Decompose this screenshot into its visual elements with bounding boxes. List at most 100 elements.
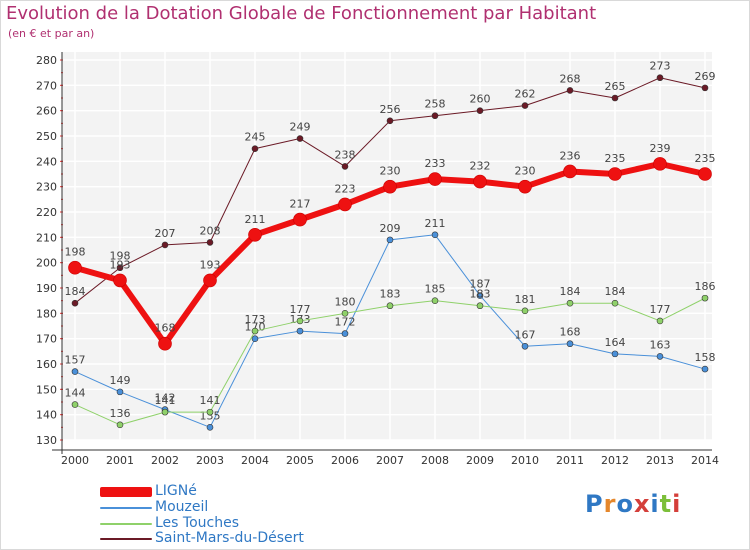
data-label: 207 <box>155 227 176 240</box>
data-label: 170 <box>245 321 266 334</box>
data-point <box>206 408 214 416</box>
data-point <box>386 236 394 244</box>
logo-letter: P <box>585 490 604 518</box>
y-tick-label: 220 <box>36 206 57 219</box>
data-point <box>116 388 124 396</box>
y-tick-label: 170 <box>36 333 57 346</box>
data-label: 268 <box>560 72 581 85</box>
logo-letter: x <box>633 490 651 518</box>
logo-letter: i <box>672 490 682 518</box>
data-label: 262 <box>515 88 536 101</box>
data-point <box>521 102 529 109</box>
data-point <box>68 260 82 275</box>
data-label: 142 <box>155 392 176 405</box>
data-label: 184 <box>65 285 86 298</box>
data-label: 173 <box>245 313 266 326</box>
data-label: 239 <box>650 142 671 155</box>
data-point <box>341 163 349 170</box>
data-label: 187 <box>470 278 491 291</box>
data-label: 168 <box>155 322 176 335</box>
logo-letter: i <box>650 490 660 518</box>
data-point <box>386 117 394 125</box>
data-point <box>206 424 214 431</box>
data-label: 177 <box>290 303 311 316</box>
data-point <box>161 408 169 416</box>
logo-letter: r <box>603 490 617 518</box>
data-point <box>206 239 214 246</box>
x-tick-label: 2002 <box>151 454 179 467</box>
y-tick-label: 190 <box>36 282 57 295</box>
x-tick-label: 2013 <box>646 454 674 467</box>
data-point <box>611 299 619 307</box>
data-point <box>251 335 259 342</box>
data-label: 193 <box>110 258 131 271</box>
x-tick-label: 2008 <box>421 454 449 467</box>
data-point <box>701 84 709 92</box>
legend-swatch-ligne <box>100 487 152 497</box>
y-tick-label: 150 <box>36 383 57 396</box>
data-point <box>161 241 169 249</box>
data-label: 211 <box>245 213 266 226</box>
data-label: 269 <box>695 70 716 83</box>
data-point <box>698 167 712 181</box>
data-label: 184 <box>560 285 581 298</box>
data-label: 198 <box>110 250 131 263</box>
x-tick-label: 2009 <box>466 454 494 467</box>
data-point <box>656 74 664 82</box>
data-point <box>518 179 532 194</box>
data-label: 164 <box>605 336 626 349</box>
legend-swatch-les-touches <box>100 523 152 525</box>
data-point <box>656 317 664 325</box>
data-label: 183 <box>470 288 491 301</box>
x-tick-label: 2006 <box>331 454 359 467</box>
x-tick-label: 2011 <box>556 454 584 467</box>
y-tick-label: 180 <box>36 307 57 320</box>
data-label: 141 <box>155 394 176 407</box>
data-label: 235 <box>605 152 626 165</box>
data-point <box>566 87 574 94</box>
data-point <box>431 297 439 304</box>
data-point <box>431 231 439 239</box>
data-point <box>563 164 577 179</box>
data-label: 186 <box>695 280 716 293</box>
data-point <box>386 302 394 310</box>
data-label: 163 <box>650 338 671 351</box>
data-label: 184 <box>605 285 626 298</box>
data-label: 249 <box>290 121 311 134</box>
data-label: 177 <box>650 303 671 316</box>
x-tick-label: 2007 <box>376 454 404 467</box>
data-point <box>296 327 304 335</box>
data-label: 208 <box>200 224 221 237</box>
x-tick-label: 2014 <box>691 454 719 467</box>
data-point <box>521 342 529 350</box>
y-tick-label: 200 <box>36 257 57 270</box>
x-tick-label: 2005 <box>286 454 314 467</box>
data-label: 136 <box>110 407 131 420</box>
series-mouzeil: 1571491421351701731722092111871671681641… <box>65 217 716 431</box>
data-point <box>296 135 304 142</box>
data-label: 265 <box>605 80 626 93</box>
legend-swatch-mouzeil <box>100 507 152 509</box>
legend-label-mouzeil: Mouzeil <box>155 499 209 515</box>
data-label: 193 <box>200 258 221 271</box>
data-point <box>338 197 352 212</box>
y-tick-label: 280 <box>36 54 57 67</box>
data-label: 180 <box>335 295 356 308</box>
data-point <box>341 330 349 337</box>
data-label: 230 <box>380 165 401 178</box>
data-label: 273 <box>650 60 671 73</box>
data-point <box>158 336 172 351</box>
data-label: 181 <box>515 293 536 306</box>
data-point <box>656 353 664 360</box>
legend-label-ligne: LIGNé <box>155 483 197 499</box>
data-label: 168 <box>560 326 581 339</box>
data-label: 183 <box>380 288 401 301</box>
data-point <box>566 299 574 307</box>
proxiti-logo: Proxiti <box>585 490 681 518</box>
data-label: 144 <box>65 387 86 400</box>
data-point <box>611 94 619 102</box>
data-label: 232 <box>470 160 491 173</box>
data-label: 245 <box>245 131 266 144</box>
data-label: 230 <box>515 165 536 178</box>
